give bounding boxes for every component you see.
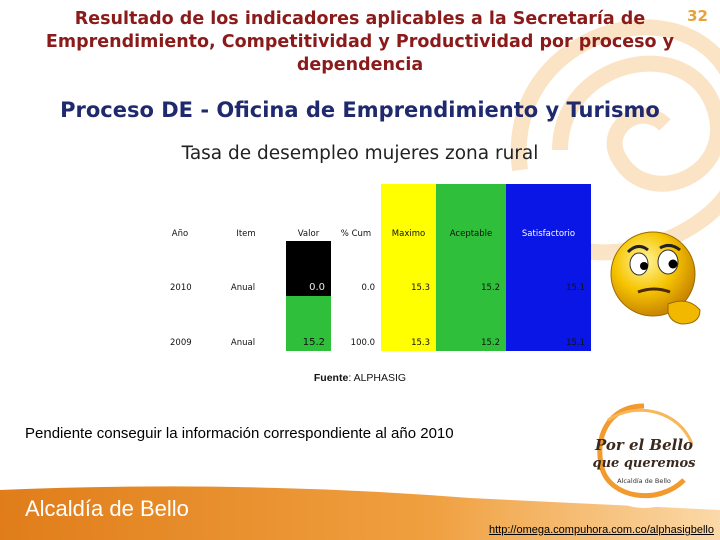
logo-line1: Por el Bello [594,436,694,454]
table-header-row: Año Item Valor % Cum Maximo Aceptable Sa… [154,184,591,241]
footer-url-link[interactable]: http://omega.compuhora.com.co/alphasigbe… [488,524,714,536]
cell-item: Anual [230,283,256,293]
header-valor: Valor [297,229,320,239]
cell-aceptable: 15.2 [436,241,506,296]
header-maximo: Maximo [381,184,436,241]
header-item: Item [236,229,256,239]
thinking-smiley-icon [610,231,701,325]
cell-valor: 0.0 [286,241,331,296]
cell-cum: 100.0 [350,338,375,348]
slide-subtitle: Proceso DE - Oficina de Emprendimiento y… [60,98,660,122]
cell-cum: 0.0 [361,283,375,293]
indicator-title: Tasa de desempleo mujeres zona rural [181,143,539,164]
source-value: : ALPHASIG [348,372,407,384]
indicator-table: Año Item Valor % Cum Maximo Aceptable Sa… [154,184,591,351]
cell-satisfactorio: 15.1 [506,241,591,296]
pending-note: Pendiente conseguir la información corre… [25,425,454,442]
cell-valor: 15.2 [286,296,331,351]
cell-maximo: 15.3 [381,296,436,351]
cell-maximo: 15.3 [381,241,436,296]
header-aceptable: Aceptable [436,184,506,241]
cell-item: Anual [230,338,256,348]
cell-year: 2010 [170,283,192,293]
source-label: Fuente [313,372,349,384]
page-number: 32 [687,7,708,25]
source-caption: Fuente: ALPHASIG [0,372,720,384]
logo-line3: Alcaldía de Bello [617,477,671,485]
header-year: Año [171,229,189,239]
alcaldia-brand: Alcaldía de Bello [25,496,189,521]
table-row: 2010 Anual 0.0 0.0 15.3 15.2 15.1 [154,241,591,296]
logo-line2: que queremos [592,456,696,471]
slide-title: Resultado de los indicadores aplicables … [45,9,675,75]
header-satisfactorio: Satisfactorio [506,184,591,241]
header-cum: % Cum [340,229,372,239]
footer-band [0,486,720,540]
por-el-bello-logo: Por el Bello que queremos Alcaldía de Be… [588,398,700,508]
cell-satisfactorio: 15.1 [506,296,591,351]
cell-year: 2009 [170,338,192,348]
cell-aceptable: 15.2 [436,296,506,351]
table-row: 2009 Anual 15.2 100.0 15.3 15.2 15.1 [154,296,591,351]
